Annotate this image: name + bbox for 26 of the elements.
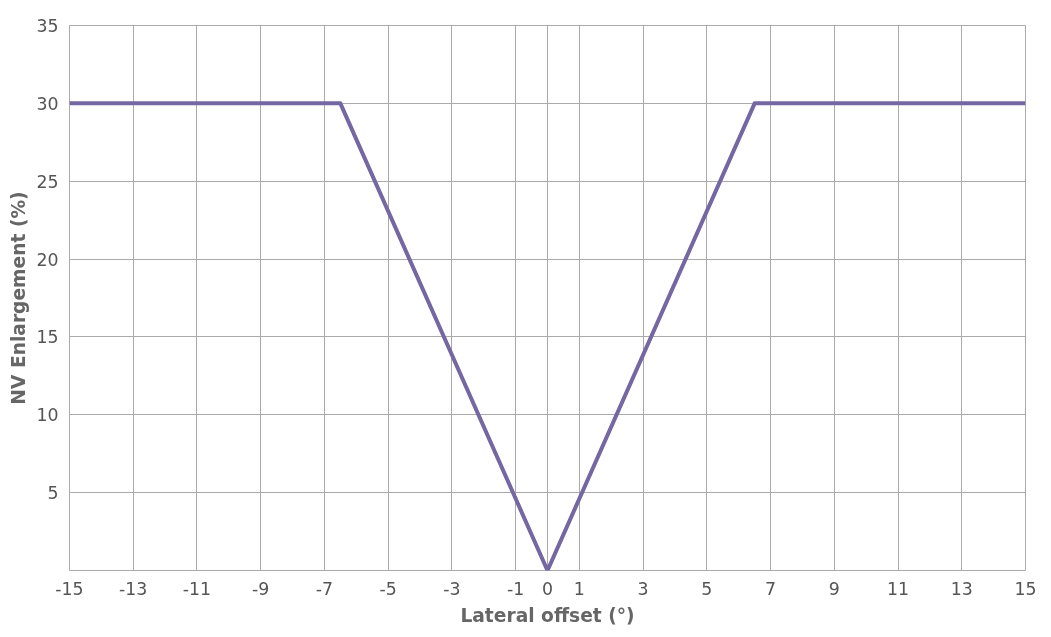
x-tick-label: 3 (637, 578, 649, 599)
x-tick-label: 7 (765, 578, 777, 599)
x-tick-label: -3 (443, 578, 461, 599)
x-tick-label: 5 (701, 578, 713, 599)
x-tick-label: 0 (541, 578, 554, 599)
x-tick-label: 1 (573, 578, 585, 599)
x-axis-title: Lateral offset (°) (460, 604, 635, 626)
y-tick-label: 10 (36, 405, 59, 426)
y-tick-label: 35 (36, 16, 59, 36)
x-tick-label: -15 (55, 578, 84, 599)
x-tick-label: -11 (182, 578, 212, 599)
y-axis-title: NV Enlargement (%) (7, 191, 29, 405)
y-tick-label: 25 (36, 171, 59, 192)
x-tick-label: -13 (119, 578, 148, 599)
x-tick-label: -1 (506, 578, 525, 599)
x-tick-label: -7 (315, 578, 334, 599)
y-tick-label: 5 (47, 483, 59, 504)
x-tick-label: -9 (252, 578, 270, 599)
x-tick-label: 11 (887, 578, 910, 599)
x-tick-label: 9 (828, 578, 840, 599)
y-tick-label: 20 (36, 249, 59, 270)
x-tick-label: 15 (1014, 578, 1037, 599)
y-tick-label: 30 (36, 93, 59, 114)
y-tick-label: 15 (36, 327, 59, 348)
x-tick-label: -5 (379, 578, 397, 599)
x-tick-label: 13 (950, 578, 973, 599)
